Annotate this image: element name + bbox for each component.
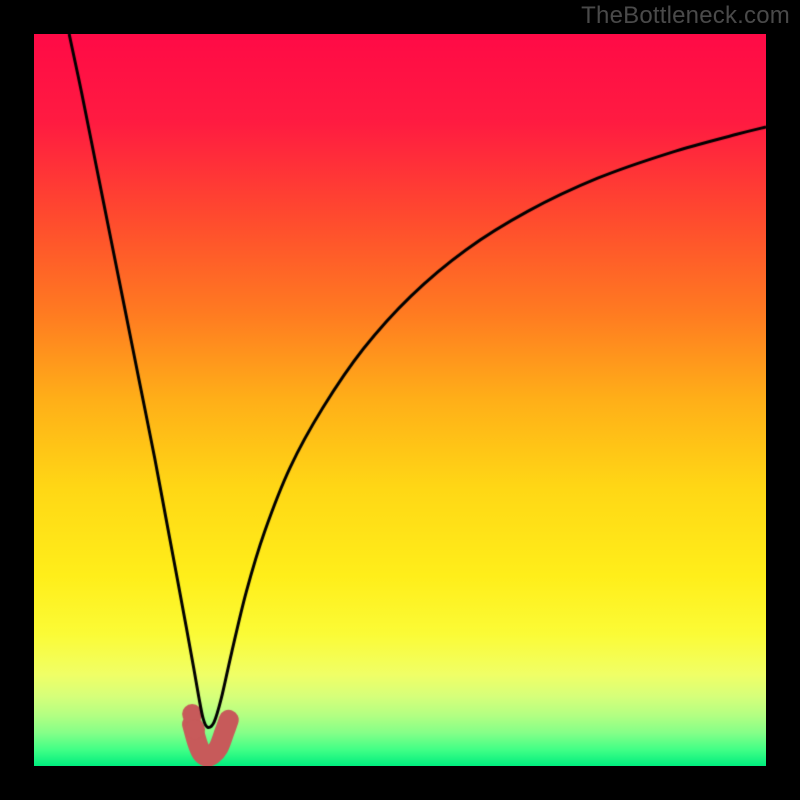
gradient-background — [34, 34, 766, 766]
watermark-text: TheBottleneck.com — [581, 2, 790, 30]
plot-area — [34, 34, 766, 766]
chart-root: TheBottleneck.com — [0, 0, 800, 800]
